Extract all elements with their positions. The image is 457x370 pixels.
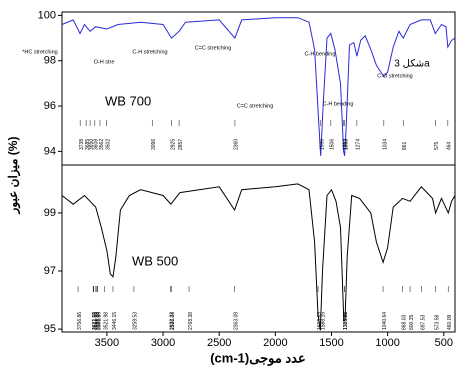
peak-label: 1392 <box>342 139 348 150</box>
y-tick-label: 96 <box>44 100 56 112</box>
peak-label: 2857 <box>178 139 184 150</box>
x-axis-label: عدد موجى(cm-1) <box>210 350 306 366</box>
peak-label: 861 <box>402 141 408 150</box>
peak-label: 3446.15 <box>112 312 118 330</box>
peak-label: 3581.88 <box>97 312 103 330</box>
peak-label: 3650 <box>89 139 95 150</box>
peak-label: 3685 <box>85 139 91 150</box>
peak-label: 464 <box>447 141 453 150</box>
peak-label: 800.35 <box>409 314 415 330</box>
y-tick-label: 97 <box>44 265 56 277</box>
peak-label: 1506 <box>330 139 336 150</box>
peak-label: 573.58 <box>434 314 440 330</box>
peak-label: 3756.86 <box>77 312 83 330</box>
peak-label: 1040.64 <box>382 312 388 330</box>
peak-label: 1596 <box>320 139 326 150</box>
x-tick-label: 500 <box>435 337 453 349</box>
annotation: C-O stretching <box>377 73 412 79</box>
peak-label: 1383 <box>343 139 349 150</box>
peak-label: 575 <box>434 141 440 150</box>
peak-label: 3588.64 <box>96 312 102 330</box>
y-tick-label: 100 <box>38 9 56 21</box>
peak-label: 1588.15 <box>320 312 326 330</box>
peak-label: 2926.04 <box>170 312 176 330</box>
y-tick-label: 98 <box>44 55 56 67</box>
annotation: C=C stretching <box>237 103 274 109</box>
series-label: WB 700 <box>105 93 151 108</box>
y-tick-label: 94 <box>44 145 56 157</box>
x-tick-label: 2500 <box>207 337 231 349</box>
y-tick-label: 99 <box>44 207 56 219</box>
spectrum-line <box>61 183 456 331</box>
peak-label: 460.09 <box>447 314 453 330</box>
series-label: WB 500 <box>132 253 178 268</box>
peak-label: 3096 <box>151 139 157 150</box>
annotation: C-H bending <box>305 51 336 57</box>
peak-label: 3502 <box>106 139 112 150</box>
annotation: *HC stretching <box>22 49 57 55</box>
peak-label: 3621.98 <box>92 312 98 330</box>
peak-label: 868.03 <box>401 314 407 330</box>
peak-label: 2768.38 <box>188 312 194 330</box>
x-tick-label: 2000 <box>263 337 287 349</box>
x-tick-label: 3500 <box>95 337 119 349</box>
y-tick-label: 95 <box>44 323 56 335</box>
plot-frame <box>61 164 456 333</box>
peak-label: 3608 <box>94 139 100 150</box>
peak-label: 3598.50 <box>95 312 101 330</box>
peak-label: 1274 <box>356 139 362 150</box>
peak-label: 3562 <box>99 139 105 150</box>
peak-label: 1385.40 <box>343 312 349 330</box>
peak-label: 1034 <box>383 139 389 150</box>
annotation: C=C stretching <box>195 45 232 51</box>
annotation: O-H stre <box>94 59 115 65</box>
peak-label: 2925 <box>170 139 176 150</box>
peak-label: 1385.21 <box>343 312 349 330</box>
peak-label: 3521.98 <box>103 312 109 330</box>
peak-label: 2363.09 <box>233 312 239 330</box>
spectrum-line <box>61 17 456 157</box>
annotation: شكل 3a <box>394 59 430 70</box>
x-tick-label: 1500 <box>319 337 343 349</box>
peak-label: 697.53 <box>420 314 426 330</box>
plot-frame <box>61 11 456 166</box>
x-tick-label: 1000 <box>375 337 399 349</box>
y-axis-label: ميزان عبور (%) <box>6 137 21 215</box>
peak-label: 2932.22 <box>169 312 175 330</box>
peak-label: 3259.53 <box>133 312 139 330</box>
annotation: C-H stretching <box>132 49 167 55</box>
x-tick-label: 3000 <box>151 337 175 349</box>
peak-label: 3738 <box>79 139 85 150</box>
peak-label: 2360 <box>234 139 240 150</box>
peak-label: 3617.08 <box>93 312 99 330</box>
annotation: C-H bending <box>323 101 354 107</box>
peak-label: 1619.63 <box>317 312 323 330</box>
